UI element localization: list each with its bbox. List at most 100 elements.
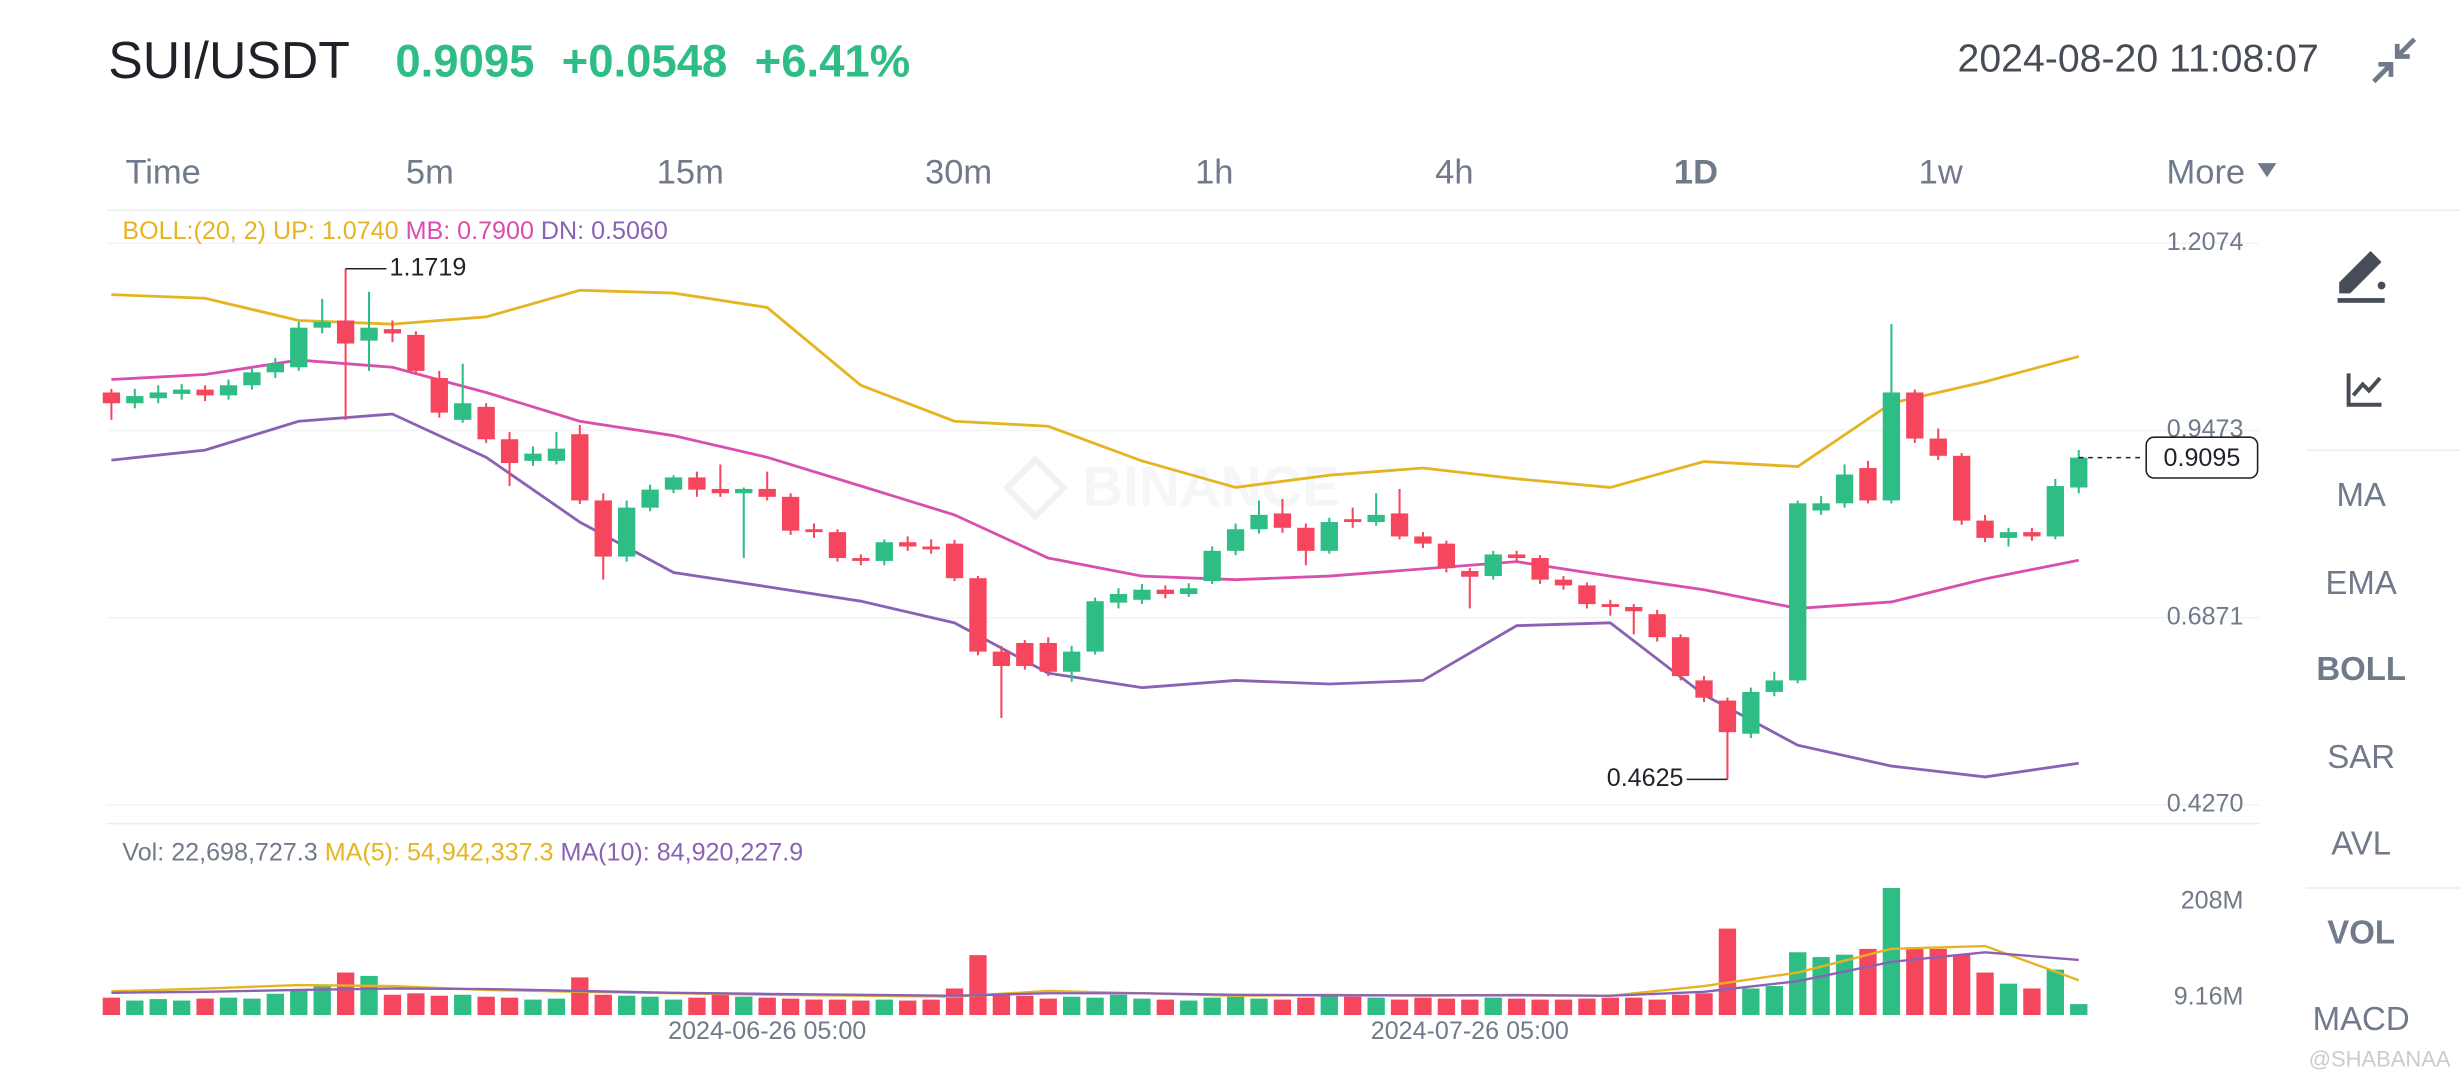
timeframe-tab[interactable]: 4h [1435,153,1473,191]
indicator-icon[interactable] [2346,373,2382,407]
volume-bar [1344,996,1362,1016]
candle-body [407,334,425,371]
watermark-text: BINANCE [1083,455,1340,518]
indicator-tab[interactable]: BOLL [2316,650,2406,687]
volume-bar [852,1000,870,1016]
legend-item: MA(10): 84,920,227.9 [560,838,803,866]
volume-bar [102,997,121,1016]
collapse-icon[interactable] [2372,37,2417,84]
timeframe-tab[interactable]: Time [125,153,200,191]
volume-bar [1156,999,1175,1016]
indicator-tab[interactable]: SAR [2327,738,2395,775]
volume-bar [290,990,308,1016]
price: 0.9095 [395,35,534,86]
volume-bar [547,998,566,1016]
candle-body [992,651,1011,667]
timeframe-tab[interactable]: 1h [1195,153,1233,191]
timeframe-tab[interactable]: 1w [1919,153,1963,191]
volume-bar [992,994,1011,1016]
volume-bar [2070,1004,2088,1016]
volume-bar [1390,999,1409,1016]
candle-body [1180,588,1198,595]
candle-body [1320,522,1338,551]
legend-item: UP: 1.0740 [273,217,399,245]
x-tick-label: 2024-06-26 05:00 [668,1017,866,1045]
candle-body [1390,513,1409,537]
candle-body [1929,438,1947,456]
indicator-tab[interactable]: VOL [2327,914,2395,951]
volume-bar [1484,997,1502,1016]
indicator-tab[interactable]: MACD [2313,1000,2410,1037]
candle-body [688,477,706,490]
candle-body [1156,589,1175,595]
volume-bar [641,996,659,1016]
legend-item: Vol: 22,698,727.3 [122,838,317,866]
volume-bar [383,994,402,1016]
volume-bar [454,994,472,1016]
candle-body [126,396,144,404]
candle-body [430,378,448,413]
candle-body [1414,536,1432,544]
indicator-tab[interactable]: MA [2336,476,2385,513]
change: +0.0548 [562,35,728,86]
dropdown-arrow [2257,163,2277,178]
draw-tool-icon[interactable] [2337,251,2386,303]
volume-bar [1180,1000,1198,1016]
volume-bar [1906,948,1924,1016]
y-tick-label: 1.2074 [2167,228,2244,256]
candle-body [336,320,355,344]
volume-bar [1016,995,1034,1016]
candle-body [360,327,378,341]
volume-bar [1742,988,1760,1016]
volume-bar [1109,994,1128,1016]
candle-body [1952,455,1971,521]
candle-body [1695,680,1713,698]
indicator-tab[interactable]: AVL [2331,824,2391,861]
candle-body [594,500,612,557]
volume-bar [1671,994,1690,1016]
volume-bar [1273,999,1292,1016]
candle-body [1203,550,1221,582]
volume-bar [899,1000,917,1016]
volume-bar [360,975,378,1016]
volume-bar [1250,998,1268,1016]
candle-body [1742,691,1760,734]
candle-body [1086,601,1104,652]
candle-body [617,507,636,557]
pair[interactable]: SUI/USDT [108,31,350,89]
high-annotation: 1.1719 [390,253,467,281]
timeframe-tab[interactable]: 15m [657,153,724,191]
volume-bar [243,998,261,1016]
timeframe-tab[interactable]: More [2167,153,2246,191]
indicator-tab[interactable]: EMA [2325,564,2396,601]
volume-bar [1437,998,1456,1016]
candle-body [852,558,870,561]
volume-bar [1320,995,1338,1016]
volume-bar [1554,999,1573,1016]
candle-body [2070,457,2088,488]
timeframe-tab[interactable]: 30m [925,153,992,191]
candle-body [1133,589,1151,600]
candle-body [1648,614,1666,638]
candle-body [945,543,964,579]
timeframe-tab[interactable]: 1D [1674,153,1718,191]
volume-bar [500,997,519,1016]
volume-bar [1789,952,1807,1016]
candle-body [711,488,730,494]
volume-bar [313,986,331,1016]
change-percent: +6.41% [755,35,911,86]
volume-bar [1226,996,1245,1016]
timeframe-tab[interactable]: 5m [406,153,454,191]
volume-bar [126,1000,144,1016]
volume-bar [1133,998,1151,1016]
candle-body [1906,392,1924,439]
volume-ma-line [111,951,2079,997]
candle-body [149,392,167,399]
candle-body [219,385,238,396]
candle-body [1601,604,1620,607]
volume-bar [969,955,987,1016]
last-price-label: 0.9095 [2164,444,2241,472]
volume-bar [1062,996,1081,1016]
legend-item: BOLL:(20, 2) [122,217,266,245]
candle-body [1507,554,1526,559]
